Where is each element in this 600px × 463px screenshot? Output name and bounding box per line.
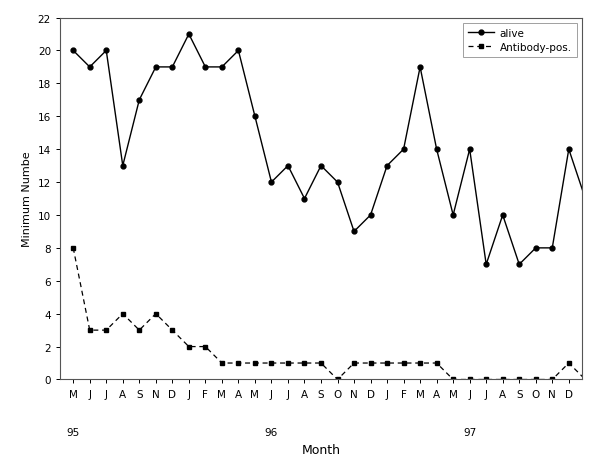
alive [416, 65, 424, 70]
alive [317, 163, 325, 169]
alive [169, 65, 176, 70]
Antibody-pos. [70, 245, 77, 251]
Antibody-pos. [86, 328, 94, 333]
alive [548, 245, 556, 251]
alive [350, 229, 358, 235]
Text: 96: 96 [265, 426, 278, 437]
Antibody-pos. [532, 377, 539, 382]
Antibody-pos. [367, 361, 374, 366]
Antibody-pos. [416, 361, 424, 366]
Antibody-pos. [334, 377, 341, 382]
alive [482, 262, 490, 268]
alive [136, 98, 143, 103]
alive [499, 213, 506, 218]
alive [582, 196, 589, 202]
Antibody-pos. [218, 361, 226, 366]
Antibody-pos. [202, 344, 209, 350]
alive [70, 49, 77, 54]
Antibody-pos. [383, 361, 391, 366]
Antibody-pos. [482, 377, 490, 382]
alive [119, 163, 127, 169]
Antibody-pos. [317, 361, 325, 366]
Legend: alive, Antibody-pos.: alive, Antibody-pos. [463, 24, 577, 58]
Antibody-pos. [350, 361, 358, 366]
Antibody-pos. [499, 377, 506, 382]
Antibody-pos. [565, 361, 572, 366]
Antibody-pos. [268, 361, 275, 366]
alive [400, 147, 407, 153]
Antibody-pos. [400, 361, 407, 366]
Antibody-pos. [169, 328, 176, 333]
alive [152, 65, 160, 70]
alive [235, 49, 242, 54]
Text: 95: 95 [67, 426, 80, 437]
Text: 97: 97 [463, 426, 476, 437]
alive [532, 245, 539, 251]
alive [103, 49, 110, 54]
Line: alive: alive [71, 32, 600, 267]
Antibody-pos. [284, 361, 292, 366]
alive [268, 180, 275, 186]
Text: Month: Month [302, 443, 341, 456]
Antibody-pos. [185, 344, 193, 350]
alive [449, 213, 457, 218]
alive [565, 147, 572, 153]
Antibody-pos. [466, 377, 473, 382]
alive [598, 229, 600, 235]
alive [185, 32, 193, 38]
alive [466, 147, 473, 153]
Antibody-pos. [235, 361, 242, 366]
Line: Antibody-pos.: Antibody-pos. [71, 246, 588, 382]
Antibody-pos. [301, 361, 308, 366]
Antibody-pos. [136, 328, 143, 333]
alive [433, 147, 440, 153]
Antibody-pos. [251, 361, 259, 366]
alive [218, 65, 226, 70]
alive [301, 196, 308, 202]
alive [383, 163, 391, 169]
Antibody-pos. [449, 377, 457, 382]
Antibody-pos. [119, 311, 127, 317]
Antibody-pos. [433, 361, 440, 366]
alive [515, 262, 523, 268]
alive [251, 114, 259, 120]
Antibody-pos. [103, 328, 110, 333]
Antibody-pos. [152, 311, 160, 317]
alive [86, 65, 94, 70]
alive [202, 65, 209, 70]
Antibody-pos. [548, 377, 556, 382]
alive [334, 180, 341, 186]
Antibody-pos. [582, 377, 589, 382]
Y-axis label: Minimum Numbe: Minimum Numbe [22, 151, 32, 247]
Antibody-pos. [515, 377, 523, 382]
alive [284, 163, 292, 169]
alive [367, 213, 374, 218]
